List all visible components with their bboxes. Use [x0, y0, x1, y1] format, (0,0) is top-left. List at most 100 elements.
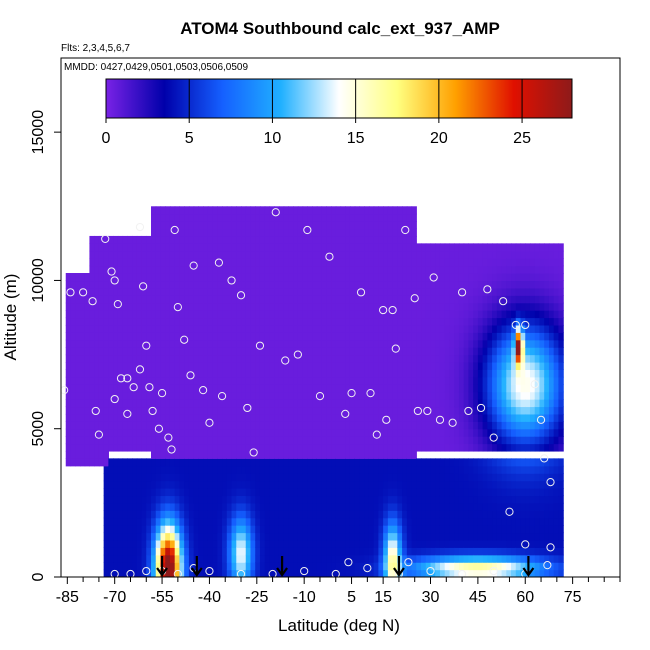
field-cell [165, 562, 171, 571]
field-cell [65, 361, 72, 370]
field-cell [117, 421, 124, 430]
field-cell [231, 399, 237, 408]
field-cell [435, 324, 441, 333]
field-cell [274, 221, 280, 230]
field-cell [492, 406, 498, 415]
field-cell [203, 273, 209, 282]
field-cell [463, 428, 470, 437]
field-cell [506, 310, 512, 319]
field-cell [264, 213, 271, 222]
field-cell [316, 250, 323, 259]
field-cell [364, 436, 370, 445]
field-cell [293, 228, 299, 237]
field-cell [217, 562, 223, 571]
field-cell [236, 421, 242, 430]
field-cell [477, 495, 484, 504]
field-cell [482, 258, 488, 267]
field-cell [331, 339, 337, 348]
field-cell [529, 569, 536, 577]
field-cell [539, 532, 545, 541]
field-cell [255, 206, 261, 215]
field-cell [169, 213, 176, 222]
field-cell [155, 369, 162, 378]
field-cell [226, 206, 233, 215]
field-cell [94, 235, 100, 244]
field-cell [250, 480, 256, 489]
field-cell [250, 317, 256, 326]
field-cell [421, 413, 427, 422]
field-cell [463, 517, 470, 526]
field-cell [217, 354, 223, 363]
field-cell [179, 473, 185, 482]
field-cell [250, 221, 256, 230]
field-cell [558, 458, 564, 467]
field-cell [515, 406, 522, 415]
field-cell [331, 488, 337, 497]
field-cell [146, 458, 152, 467]
field-cell [184, 391, 190, 400]
field-cell [496, 332, 503, 341]
field-cell [155, 332, 162, 341]
field-cell [184, 310, 190, 319]
field-cell [468, 295, 474, 304]
field-cell [359, 525, 365, 534]
field-cell [160, 280, 166, 289]
field-cell [103, 258, 109, 267]
field-cell [539, 391, 545, 400]
field-cell [117, 436, 124, 445]
field-cell [444, 465, 451, 474]
field-cell [454, 361, 460, 370]
field-cell [482, 421, 488, 430]
field-cell [515, 310, 522, 319]
field-cell [548, 332, 555, 341]
field-cell [463, 324, 470, 333]
field-cell [146, 443, 152, 452]
field-cell [321, 399, 327, 408]
field-cell [454, 495, 460, 504]
field-cell [416, 310, 422, 319]
field-cell [307, 436, 313, 445]
field-cell [146, 413, 152, 422]
field-cell [496, 273, 503, 282]
field-cell [378, 235, 384, 244]
field-cell [534, 280, 541, 289]
field-cell [259, 406, 266, 415]
field-cell [113, 287, 119, 296]
field-cell [316, 436, 323, 445]
field-cell [387, 473, 394, 482]
field-cell [368, 302, 375, 311]
field-cell [511, 339, 517, 348]
field-cell [269, 525, 275, 534]
field-cell [349, 443, 356, 452]
field-cell [84, 317, 91, 326]
field-cell [141, 413, 147, 422]
field-cell [359, 228, 365, 237]
field-cell [141, 243, 147, 252]
field-cell [416, 413, 422, 422]
field-cell [226, 562, 233, 571]
field-cell [132, 502, 138, 511]
field-cell [269, 280, 275, 289]
field-cell [392, 295, 398, 304]
field-cell [553, 488, 560, 497]
field-cell [188, 450, 195, 459]
field-cell [231, 384, 237, 393]
sample-point [382, 415, 391, 424]
field-cell [525, 399, 531, 408]
field-cell [103, 332, 109, 341]
field-cell [117, 332, 124, 341]
field-cell [501, 384, 507, 393]
field-cell [193, 376, 199, 385]
field-cell [368, 332, 375, 341]
field-cell [539, 273, 545, 282]
field-cell [255, 413, 261, 422]
field-cell [245, 339, 252, 348]
field-cell [425, 317, 432, 326]
field-cell [94, 250, 100, 259]
field-cell [402, 488, 408, 497]
field-cell [174, 280, 181, 289]
field-cell [544, 384, 550, 393]
field-cell [492, 243, 498, 252]
field-cell [402, 369, 408, 378]
field-cell [487, 347, 493, 356]
